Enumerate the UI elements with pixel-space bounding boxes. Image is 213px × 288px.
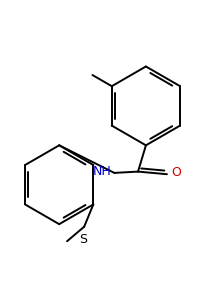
Text: S: S — [79, 233, 87, 246]
Text: O: O — [172, 166, 181, 179]
Text: NH: NH — [93, 165, 112, 178]
